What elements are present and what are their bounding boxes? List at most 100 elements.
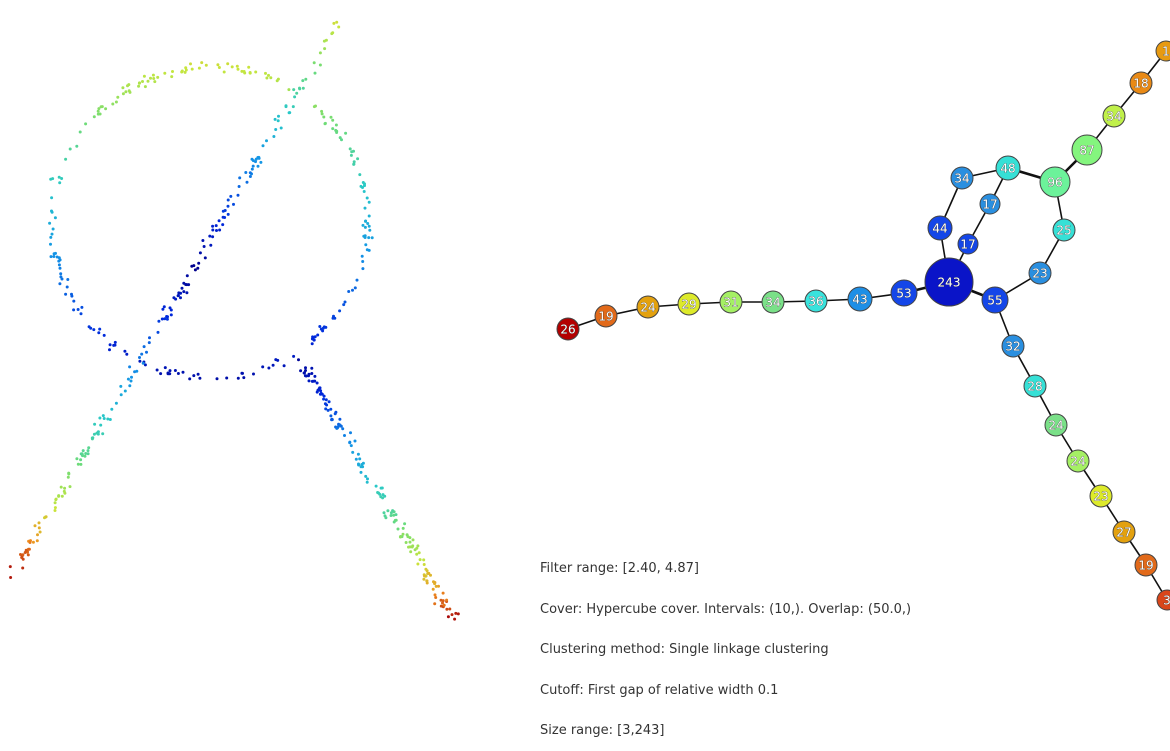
node-circle[interactable]	[1102, 104, 1126, 128]
scatter-point	[365, 480, 369, 484]
graph-node[interactable]: 44	[927, 215, 953, 241]
scatter-point	[188, 377, 192, 381]
graph-node[interactable]: 34	[950, 166, 974, 190]
graph-node[interactable]: 18	[1129, 71, 1153, 95]
graph-node[interactable]: 36	[804, 289, 828, 313]
scatter-point	[54, 497, 58, 501]
node-circle[interactable]	[1089, 484, 1113, 508]
node-circle[interactable]	[636, 295, 660, 319]
graph-node[interactable]: 19	[1134, 553, 1158, 577]
node-circle[interactable]	[1028, 261, 1052, 285]
graph-node[interactable]: 43	[847, 286, 873, 312]
graph-node[interactable]: 17	[979, 193, 1001, 215]
scatter-point	[348, 440, 352, 444]
node-circle[interactable]	[1044, 413, 1068, 437]
mapper-info-panel: Filter range: [2.40, 4.87] Cover: Hyperc…	[540, 535, 911, 751]
scatter-point	[248, 171, 252, 175]
graph-node[interactable]: 32	[1001, 334, 1025, 358]
node-circle[interactable]	[1134, 553, 1158, 577]
graph-node[interactable]: 55	[981, 286, 1009, 314]
node-circle[interactable]	[1001, 334, 1025, 358]
scatter-point	[217, 219, 221, 223]
scatter-point	[223, 209, 227, 212]
node-circle[interactable]	[1052, 218, 1076, 242]
scatter-point	[291, 105, 295, 109]
graph-node[interactable]: 34	[761, 290, 785, 314]
graph-node[interactable]: 27	[1112, 520, 1136, 544]
node-circle[interactable]	[1156, 589, 1170, 611]
scatter-point	[123, 349, 127, 353]
graph-node[interactable]: 3	[1156, 589, 1170, 611]
node-label: 55	[987, 294, 1002, 308]
graph-node[interactable]: 53	[890, 279, 918, 307]
scatter-point	[316, 333, 320, 337]
node-circle[interactable]	[1155, 40, 1170, 62]
graph-node[interactable]: 28	[1023, 374, 1047, 398]
graph-node[interactable]: 29	[677, 292, 701, 316]
scatter-point	[293, 95, 297, 99]
node-circle[interactable]	[979, 193, 1001, 215]
graph-node[interactable]: 24	[636, 295, 660, 319]
node-circle[interactable]	[1129, 71, 1153, 95]
graph-node[interactable]: 24	[1066, 449, 1090, 473]
scatter-point	[201, 239, 205, 242]
node-circle[interactable]	[1023, 374, 1047, 398]
scatter-point	[176, 294, 180, 297]
graph-node[interactable]: 243	[924, 257, 974, 307]
graph-node[interactable]: 34	[1102, 104, 1126, 128]
node-circle[interactable]	[927, 215, 953, 241]
graph-node[interactable]: 87	[1071, 134, 1103, 166]
scatter-point	[310, 366, 314, 370]
graph-node[interactable]: 23	[1089, 484, 1113, 508]
scatter-point	[174, 297, 178, 301]
node-label: 23	[1032, 267, 1047, 281]
graph-node[interactable]: 31	[719, 290, 743, 314]
scatter-point	[111, 102, 115, 106]
scatter-point	[271, 363, 275, 367]
graph-node[interactable]: 19	[594, 304, 618, 328]
scatter-point	[359, 470, 363, 474]
scatter-point	[70, 294, 74, 298]
scatter-point	[329, 414, 333, 418]
node-circle[interactable]	[594, 304, 618, 328]
scatter-point	[256, 156, 260, 159]
scatter-point	[123, 389, 127, 393]
scatter-point	[405, 533, 409, 537]
node-circle[interactable]	[950, 166, 974, 190]
scatter-point	[349, 431, 352, 435]
scatter-point	[304, 366, 307, 370]
graph-node[interactable]: 17	[957, 233, 979, 255]
node-circle[interactable]	[924, 257, 974, 307]
node-circle[interactable]	[847, 286, 873, 312]
node-circle[interactable]	[556, 317, 580, 341]
node-circle[interactable]	[1112, 520, 1136, 544]
node-circle[interactable]	[1039, 166, 1071, 198]
scatter-point	[315, 381, 319, 385]
scatter-point	[356, 157, 360, 161]
graph-node[interactable]: 24	[1044, 413, 1068, 437]
scatter-point	[110, 407, 114, 411]
scatter-point	[304, 374, 308, 378]
graph-node[interactable]: 23	[1028, 261, 1052, 285]
node-circle[interactable]	[957, 233, 979, 255]
node-circle[interactable]	[1066, 449, 1090, 473]
graph-node[interactable]: 1	[1155, 40, 1170, 62]
node-circle[interactable]	[804, 289, 828, 313]
node-circle[interactable]	[1071, 134, 1103, 166]
scatter-point	[423, 574, 426, 578]
node-circle[interactable]	[761, 290, 785, 314]
node-circle[interactable]	[677, 292, 701, 316]
scatter-point	[196, 372, 200, 376]
scatter-point	[119, 393, 123, 397]
scatter-point	[53, 509, 57, 512]
graph-node[interactable]: 26	[556, 317, 580, 341]
node-circle[interactable]	[890, 279, 918, 307]
graph-node[interactable]: 25	[1052, 218, 1076, 242]
scatter-point	[156, 75, 160, 79]
node-circle[interactable]	[981, 286, 1009, 314]
node-circle[interactable]	[719, 290, 743, 314]
graph-node[interactable]: 48	[995, 155, 1021, 181]
graph-node[interactable]: 96	[1039, 166, 1071, 198]
scatter-point	[114, 401, 118, 405]
node-circle[interactable]	[995, 155, 1021, 181]
